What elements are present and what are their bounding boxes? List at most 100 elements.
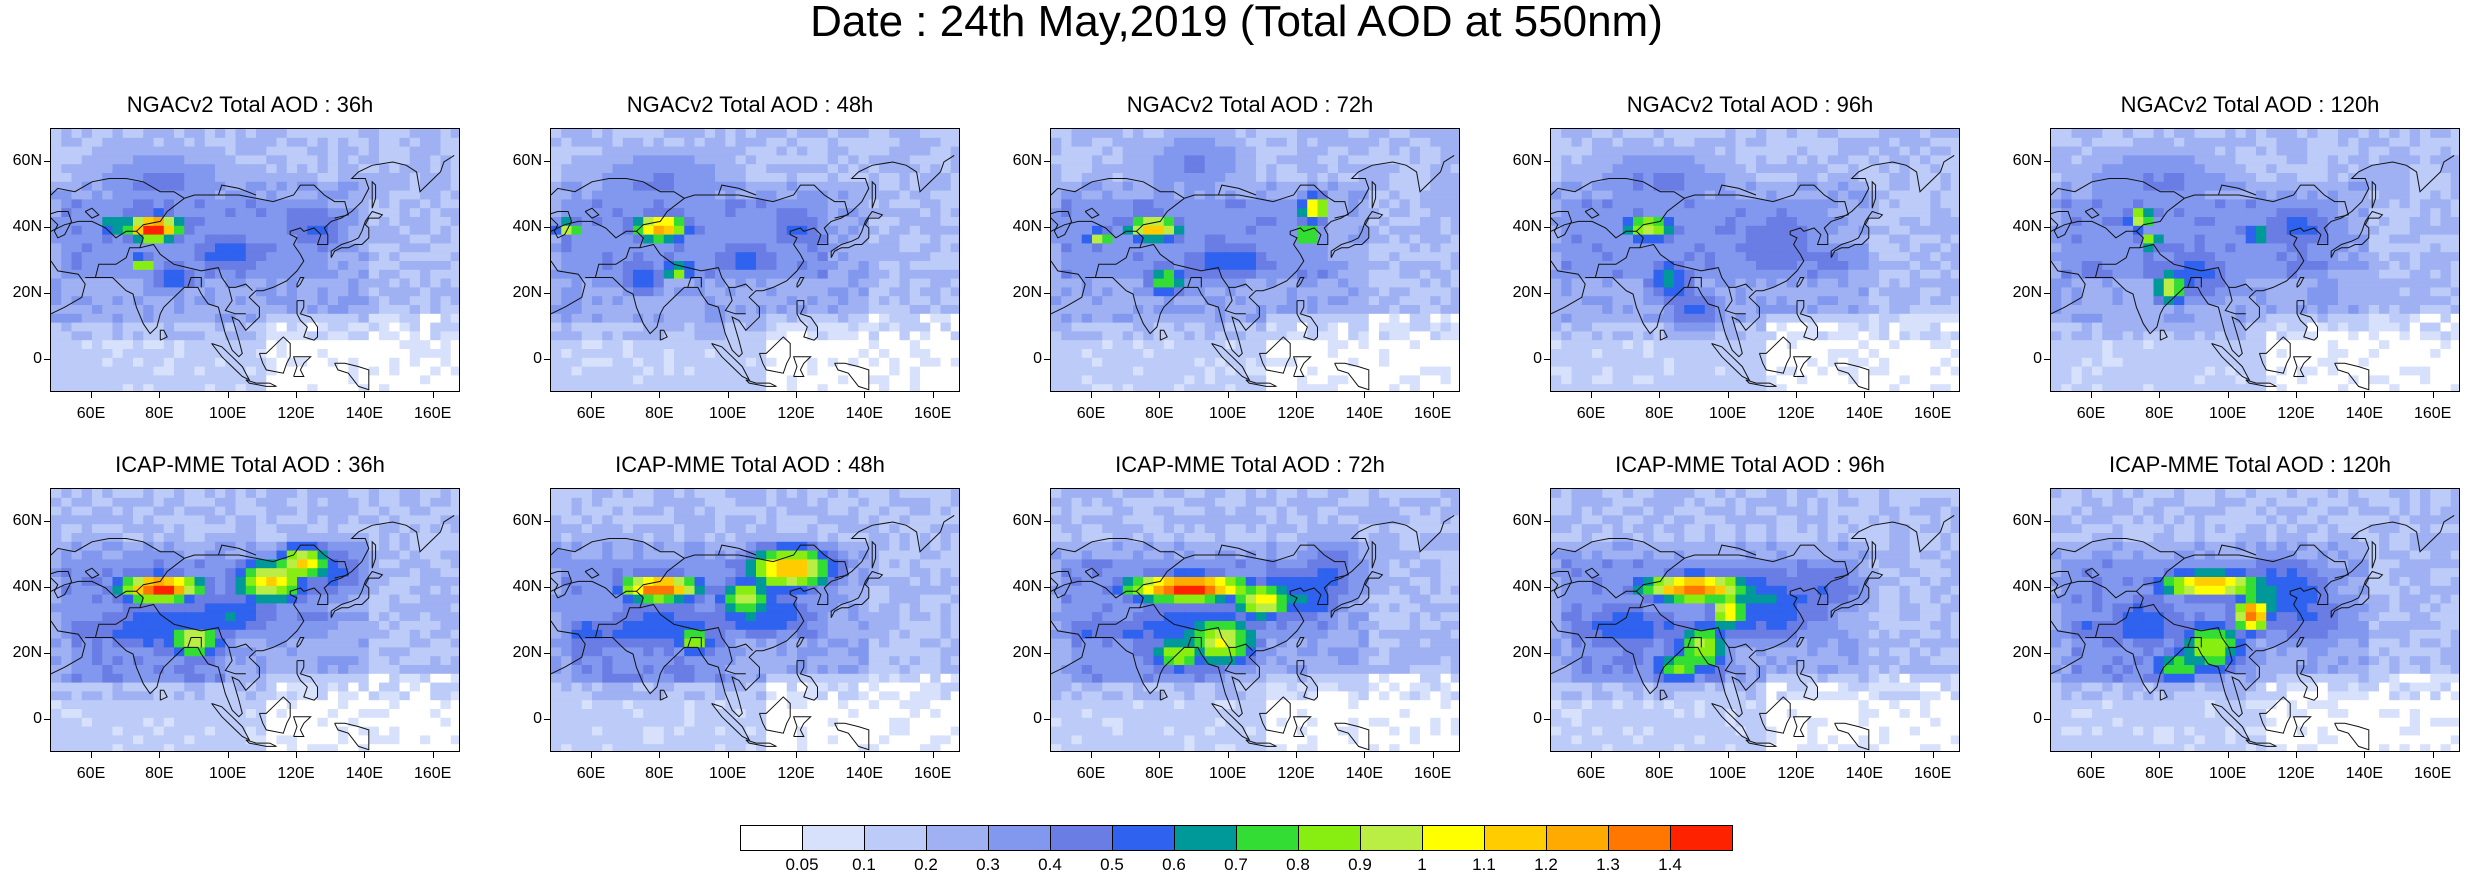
longitude-label: 60E (76, 765, 106, 782)
latitude-tick (544, 293, 550, 294)
latitude-label: 40N (12, 578, 42, 595)
latitude-tick (544, 587, 550, 588)
longitude-tick (1432, 752, 1434, 758)
latitude-label: 20N (12, 644, 42, 661)
longitude-tick (659, 392, 661, 398)
longitude-tick (1796, 392, 1797, 398)
aod-grid (1051, 129, 1459, 391)
longitude-tick (727, 392, 729, 398)
longitude-label: 100E (2208, 405, 2247, 422)
longitude-tick (1591, 752, 1592, 758)
longitude-tick (864, 752, 866, 758)
colorbar-swatch (926, 825, 989, 851)
longitude-tick (2159, 392, 2161, 398)
map-frame (2050, 488, 2460, 752)
longitude-tick (2364, 752, 2366, 758)
latitude-tick (2044, 161, 2050, 162)
longitude-label: 160E (2413, 765, 2452, 782)
longitude-tick (227, 392, 229, 398)
longitude-label: 160E (1413, 765, 1452, 782)
latitude-tick (44, 587, 50, 588)
colorbar-label: 0.9 (1348, 855, 1372, 874)
longitude-label: 60E (1076, 765, 1106, 782)
latitude-tick (1044, 587, 1050, 588)
aod-field-map (2051, 489, 2459, 751)
colorbar-label: 0.4 (1038, 855, 1062, 874)
latitude-tick (2044, 719, 2050, 720)
longitude-label: 60E (2076, 765, 2106, 782)
coastlines (51, 514, 455, 751)
latitude-label: 20N (2012, 284, 2042, 301)
longitude-tick (2296, 392, 2297, 398)
longitude-label: 80E (1145, 405, 1174, 422)
panel-title: NGACv2 Total AOD : 36h (126, 92, 374, 117)
longitude-tick (2227, 392, 2229, 398)
longitude-tick (1227, 752, 1229, 758)
colorbar-swatch (1360, 825, 1423, 851)
longitude-label: 120E (277, 765, 315, 782)
latitude-label: 20N (512, 284, 542, 301)
latitude-label: 0 (533, 350, 542, 367)
colorbar-swatch (1608, 825, 1671, 851)
colorbar-label: 1.2 (1534, 855, 1558, 874)
longitude-label: 60E (2076, 405, 2106, 422)
aod-grid (2051, 129, 2459, 391)
colorbar-swatch (1236, 825, 1299, 851)
latitude-label: 60N (1012, 152, 1042, 169)
latitude-label: 40N (1512, 218, 1542, 235)
longitude-tick (1091, 392, 1092, 398)
latitude-label: 40N (2012, 578, 2042, 595)
longitude-label: 160E (913, 765, 952, 782)
longitude-tick (1159, 392, 1161, 398)
longitude-label: 80E (145, 765, 174, 782)
aod-grid (551, 489, 959, 751)
latitude-tick (1044, 293, 1050, 294)
latitude-label: 0 (2033, 350, 2042, 367)
longitude-tick (727, 752, 729, 758)
latitude-label: 60N (512, 152, 542, 169)
panel-title: NGACv2 Total AOD : 120h (2120, 92, 2380, 117)
aod-grid (2051, 489, 2459, 751)
latitude-tick (44, 359, 50, 360)
aod-grid (51, 489, 459, 751)
latitude-tick (1044, 521, 1050, 522)
colorbar-swatch (1050, 825, 1113, 851)
latitude-label: 40N (12, 218, 42, 235)
longitude-label: 120E (1777, 405, 1815, 422)
longitude-tick (91, 752, 92, 758)
aod-grid (1551, 129, 1959, 391)
latitude-label: 40N (2012, 218, 2042, 235)
longitude-tick (932, 752, 934, 758)
map-panel: ICAP-MME Total AOD : 36h 60N 40N 20N 0 60E 80E… (0, 452, 500, 802)
latitude-tick (2044, 653, 2050, 654)
longitude-tick (91, 392, 92, 398)
longitude-tick (1227, 392, 1229, 398)
longitude-label: 60E (76, 405, 106, 422)
latitude-tick (2044, 293, 2050, 294)
aod-field-map (51, 489, 459, 751)
latitude-tick (1544, 293, 1550, 294)
colorbar-label: 0.3 (976, 855, 1000, 874)
longitude-tick (659, 752, 661, 758)
latitude-label: 60N (12, 152, 42, 169)
longitude-tick (796, 392, 797, 398)
latitude-tick (1544, 521, 1550, 522)
longitude-tick (2091, 752, 2092, 758)
map-panel: NGACv2 Total AOD : 96h 60N 40N 20N 0 60E 80E 10… (1500, 92, 2000, 442)
map-frame (50, 488, 460, 752)
colorbar-label: 0.7 (1224, 855, 1248, 874)
longitude-tick (227, 752, 229, 758)
longitude-tick (1364, 392, 1366, 398)
latitude-label: 0 (33, 710, 42, 727)
latitude-label: 20N (512, 644, 542, 661)
aod-field-map (1051, 489, 1459, 751)
latitude-label: 20N (1512, 644, 1542, 661)
longitude-tick (1659, 392, 1661, 398)
colorbar-label: 0.2 (914, 855, 938, 874)
longitude-label: 120E (777, 405, 815, 422)
map-frame (550, 128, 960, 392)
colorbar-label: 0.1 (852, 855, 876, 874)
longitude-tick (1364, 752, 1366, 758)
latitude-tick (2044, 521, 2050, 522)
longitude-tick (1432, 392, 1434, 398)
